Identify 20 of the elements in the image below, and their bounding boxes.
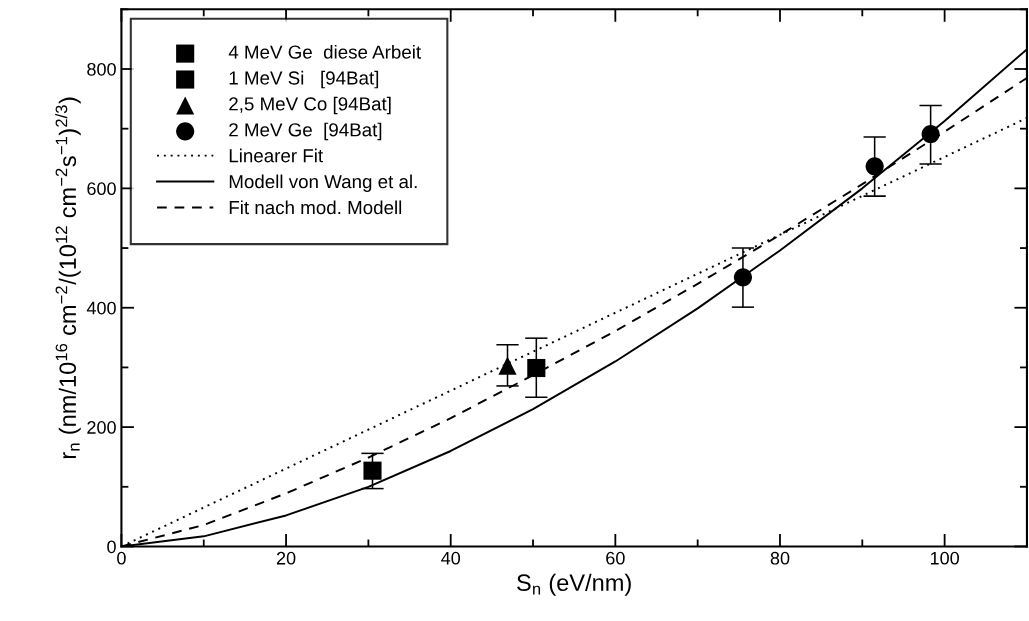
legend-label: 4 MeV Ge diese Arbeit <box>228 44 421 59</box>
x-tick-label: 100 <box>930 551 959 565</box>
x-tick-label: 20 <box>276 551 296 565</box>
legend-label: Modell von Wang et al. <box>229 174 417 192</box>
y-tick-label: 200 <box>87 421 116 434</box>
text: r$_{n}$ (nm/10$^{16}$ cm$^{−2}$/(10$^{12}$ cm$^{−2}$s$^{−1}$)$^{2/3}$) <box>55 97 81 459</box>
x-tick-label: 40 <box>441 551 461 565</box>
x-axis-title: S$_{n}$ (eV/nm) <box>517 573 631 596</box>
legend-label: 1 MeV Si [94Bat] <box>229 70 379 89</box>
x-tick-label: 60 <box>606 551 625 565</box>
x-tick-label: 80 <box>770 551 790 565</box>
y-tick-label: 800 <box>87 62 116 76</box>
legend-label: Fit nach mod. Modell <box>229 200 402 215</box>
y-tick-label: 400 <box>86 301 116 315</box>
legend-label: Linearer Fit <box>229 148 323 163</box>
y-tick-label: 0 <box>107 540 116 554</box>
x-tick-label: 0 <box>117 551 126 565</box>
y-tick-label: 600 <box>87 182 116 196</box>
legend-label: 2,5 MeV Co [94Bat] <box>229 96 391 115</box>
legend-label: 2 MeV Ge [94Bat] <box>229 122 382 141</box>
